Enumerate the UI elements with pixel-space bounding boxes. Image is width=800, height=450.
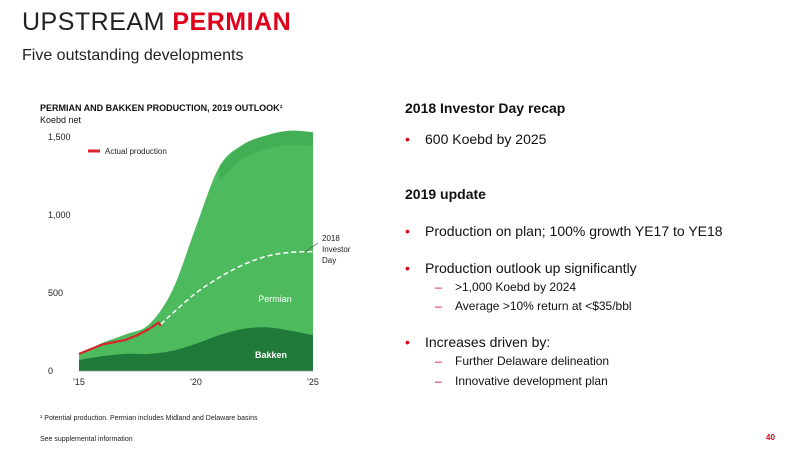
dash-marker: – [435,374,442,388]
y-tick-label: 1,500 [48,132,71,142]
bakken-label: Bakken [255,350,287,360]
page-number: 40 [766,433,775,442]
update-bullet-2: • Production outlook up significantly [405,260,637,276]
update-bullet-2-text: Production outlook up significantly [425,260,637,276]
y-tick-label: 1,000 [48,210,71,220]
dash-marker: – [435,299,442,313]
x-tick-label: '25 [307,377,319,387]
investor-day-line [160,250,314,325]
bullet-marker: • [405,131,410,147]
bullet-marker: • [405,334,410,350]
y-tick-label: 0 [48,366,53,376]
dash-marker: – [435,280,442,294]
recap-bullet-text: 600 Koebd by 2025 [425,131,547,147]
supplemental-note: See supplemental information [40,436,133,443]
recap-bullet: • 600 Koebd by 2025 [405,131,546,147]
investor-day-label: Day [322,256,336,265]
investor-day-label: Investor [322,245,351,254]
update-sub-2a: – >1,000 Koebd by 2024 [435,280,576,294]
update-sub-2a-text: >1,000 Koebd by 2024 [455,280,577,294]
footnote: ¹ Potential production. Permian includes… [40,415,258,422]
recap-title: 2018 Investor Day recap [405,100,566,116]
page-subtitle: Five outstanding developments [22,47,244,64]
legend-actual-label: Actual production [105,147,167,156]
investor-day-leader [304,242,319,253]
update-bullet-1-text: Production on plan; 100% growth YE17 to … [425,223,723,239]
investor-day-label: 2018 [322,234,340,243]
page-title-part2: PERMIAN [172,8,292,36]
update-sub-2b-text: Average >10% return at <$35/bbl [455,299,632,313]
x-tick-label: '15 [73,377,85,387]
update-sub-3b: – Innovative development plan [435,374,608,388]
update-bullet-3: • Increases driven by: [405,334,550,350]
bakken-area [79,327,313,371]
permian-label: Permian [258,294,292,304]
permian-area [79,130,313,371]
actual-production-line [78,321,162,355]
chart-y-unit: Koebd net [40,115,82,125]
bullet-marker: • [405,223,410,239]
update-bullet-1: • Production on plan; 100% growth YE17 to… [405,223,723,239]
update-sub-3b-text: Innovative development plan [455,374,608,388]
page-title: UPSTREAM PERMIAN [22,8,291,37]
bullet-marker: • [405,260,410,276]
update-sub-2b: – Average >10% return at <$35/bbl [435,299,632,313]
update-sub-3a: – Further Delaware delineation [435,354,609,368]
x-tick-label: '20 [190,377,202,387]
dash-marker: – [435,354,442,368]
update-sub-3a-text: Further Delaware delineation [455,354,610,368]
permian-upper-band [219,130,313,181]
update-bullet-3-text: Increases driven by: [425,334,551,350]
update-title: 2019 update [405,186,486,202]
y-tick-label: 500 [48,288,63,298]
chart-title: PERMIAN AND BAKKEN PRODUCTION, 2019 OUTL… [40,103,283,113]
page-title-part1: UPSTREAM [22,8,173,36]
